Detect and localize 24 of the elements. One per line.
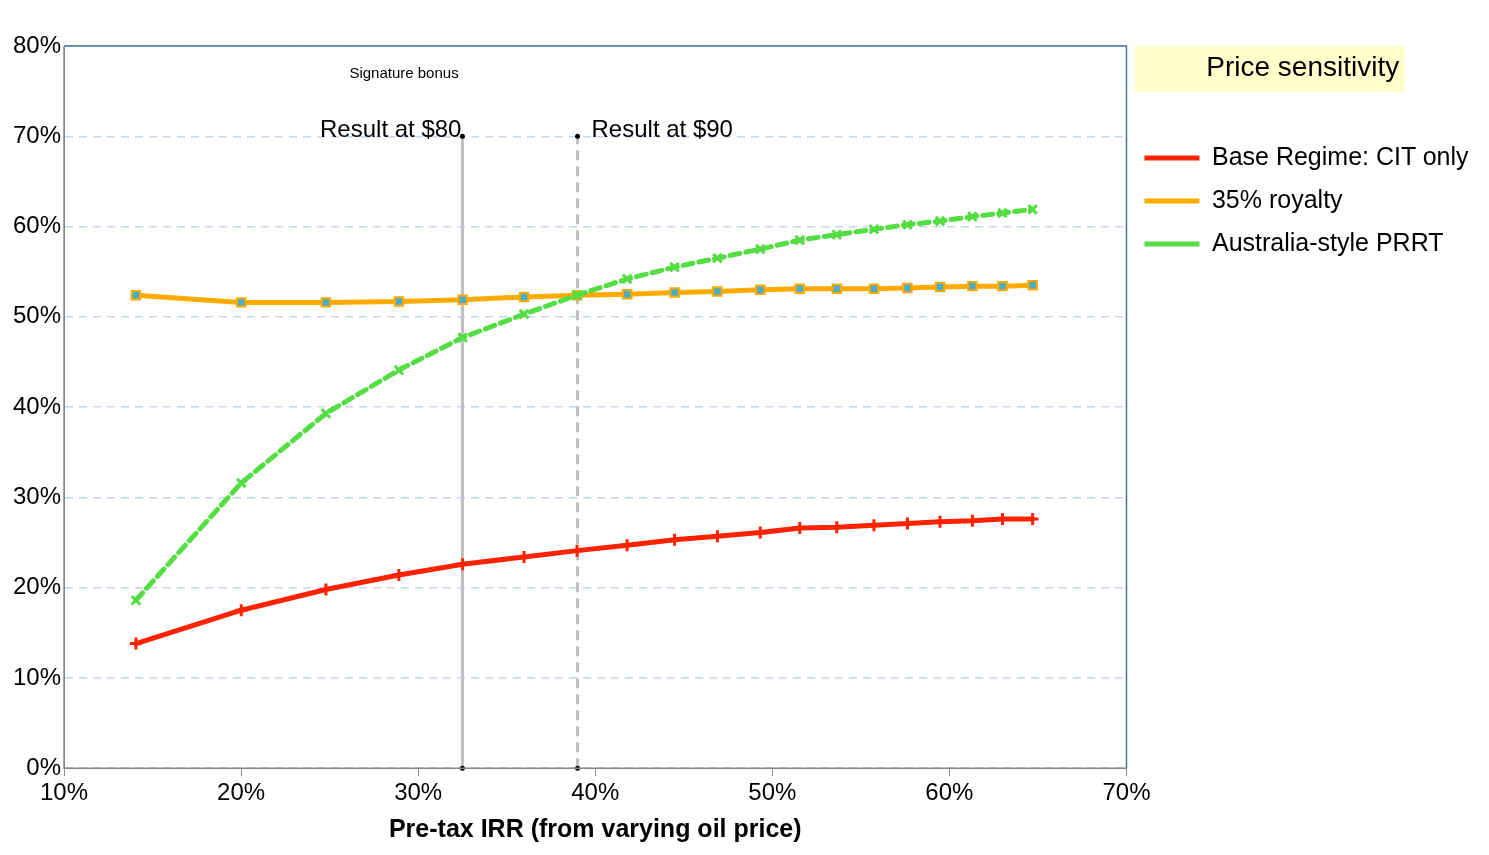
x-tick-label: 50% — [748, 778, 797, 806]
x-tick-label: 30% — [394, 778, 443, 806]
legend-title: Price sensitivity — [1206, 50, 1400, 82]
y-tick-label: 10% — [12, 662, 62, 690]
ref-line-label: Result at $90 — [591, 114, 733, 142]
y-tick-label: 80% — [12, 30, 62, 58]
y-tick-label: 60% — [12, 211, 62, 239]
x-tick-label: 70% — [1102, 778, 1151, 806]
legend-label: Australia-style PRRT — [1211, 227, 1444, 256]
x-tick-label: 20% — [217, 778, 266, 806]
x-tick-label: 10% — [40, 778, 89, 806]
y-tick-label: 40% — [12, 391, 62, 419]
x-tick-label: 60% — [925, 778, 974, 806]
x-tick-label: 40% — [571, 778, 620, 806]
annotation: Signature bonus — [349, 64, 459, 82]
y-tick-label: 20% — [12, 572, 62, 600]
legend-label: 35% royalty — [1211, 184, 1344, 213]
ref-line-label: Result at $80 — [320, 114, 462, 142]
y-tick-label: 70% — [12, 120, 62, 148]
y-tick-label: 30% — [12, 482, 62, 509]
legend-label: Base Regime: CIT only — [1211, 141, 1470, 170]
y-tick-label: 0% — [26, 752, 62, 780]
y-tick-label: 50% — [12, 301, 62, 329]
x-axis-title: Pre-tax IRR (from varying oil price) — [388, 813, 802, 842]
